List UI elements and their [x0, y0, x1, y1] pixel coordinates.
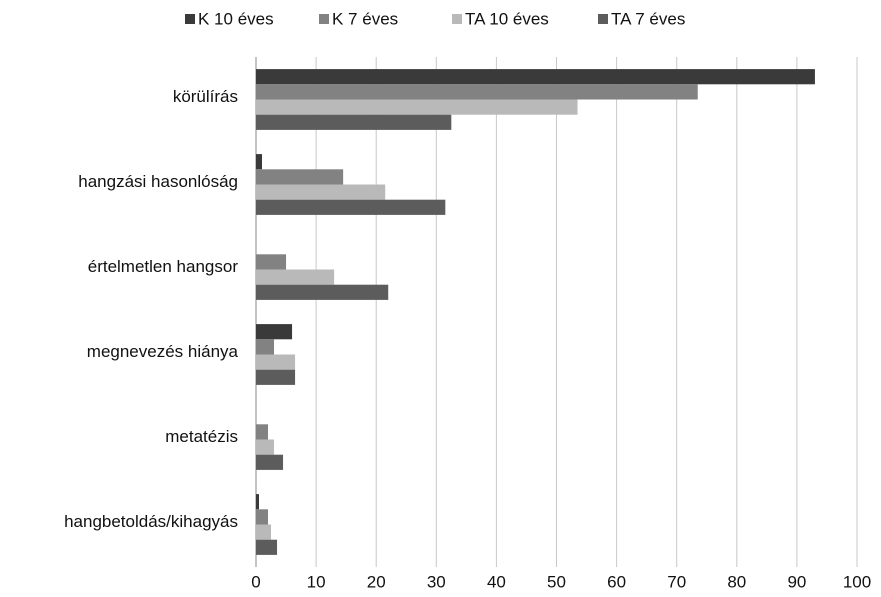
x-tick-label: 60 [607, 572, 626, 591]
y-tick-label: megnevezés hiánya [87, 342, 239, 361]
x-tick-label: 50 [547, 572, 566, 591]
bar [256, 284, 389, 300]
x-tick-label: 30 [427, 572, 446, 591]
bar [256, 524, 272, 540]
legend-label: TA 7 éves [611, 9, 685, 28]
bar [256, 84, 698, 100]
y-tick-label: metatézis [165, 427, 238, 446]
x-tick-label: 90 [787, 572, 806, 591]
bar [256, 254, 287, 270]
bar [256, 184, 386, 200]
bar [256, 199, 446, 215]
bar [256, 424, 269, 440]
x-tick-label: 10 [307, 572, 326, 591]
bar [256, 154, 263, 170]
legend-label: TA 10 éves [465, 9, 549, 28]
bar [256, 99, 578, 115]
bar [256, 369, 296, 385]
bar [256, 269, 335, 285]
legend-swatch [598, 14, 608, 24]
bar [256, 339, 275, 355]
bar [256, 439, 275, 455]
bar [256, 354, 296, 370]
bar [256, 114, 452, 130]
bar [256, 539, 278, 555]
bar [256, 494, 260, 510]
bar [256, 169, 344, 185]
x-tick-label: 80 [727, 572, 746, 591]
bar [256, 69, 815, 85]
y-tick-label: hangzási hasonlóság [78, 172, 238, 191]
x-tick-label: 0 [251, 572, 260, 591]
bar [256, 324, 293, 340]
bar [256, 509, 269, 525]
legend-swatch [185, 14, 195, 24]
x-tick-label: 20 [367, 572, 386, 591]
y-tick-label: értelmetlen hangsor [88, 257, 239, 276]
y-tick-label: hangbetoldás/kihagyás [64, 512, 238, 531]
x-tick-label: 70 [667, 572, 686, 591]
bar [256, 454, 284, 470]
legend-label: K 7 éves [332, 9, 398, 28]
y-tick-label: körülírás [173, 87, 238, 106]
legend-swatch [452, 14, 462, 24]
x-tick-label: 100 [843, 572, 871, 591]
legend-label: K 10 éves [198, 9, 274, 28]
legend-swatch [319, 14, 329, 24]
x-tick-label: 40 [487, 572, 506, 591]
